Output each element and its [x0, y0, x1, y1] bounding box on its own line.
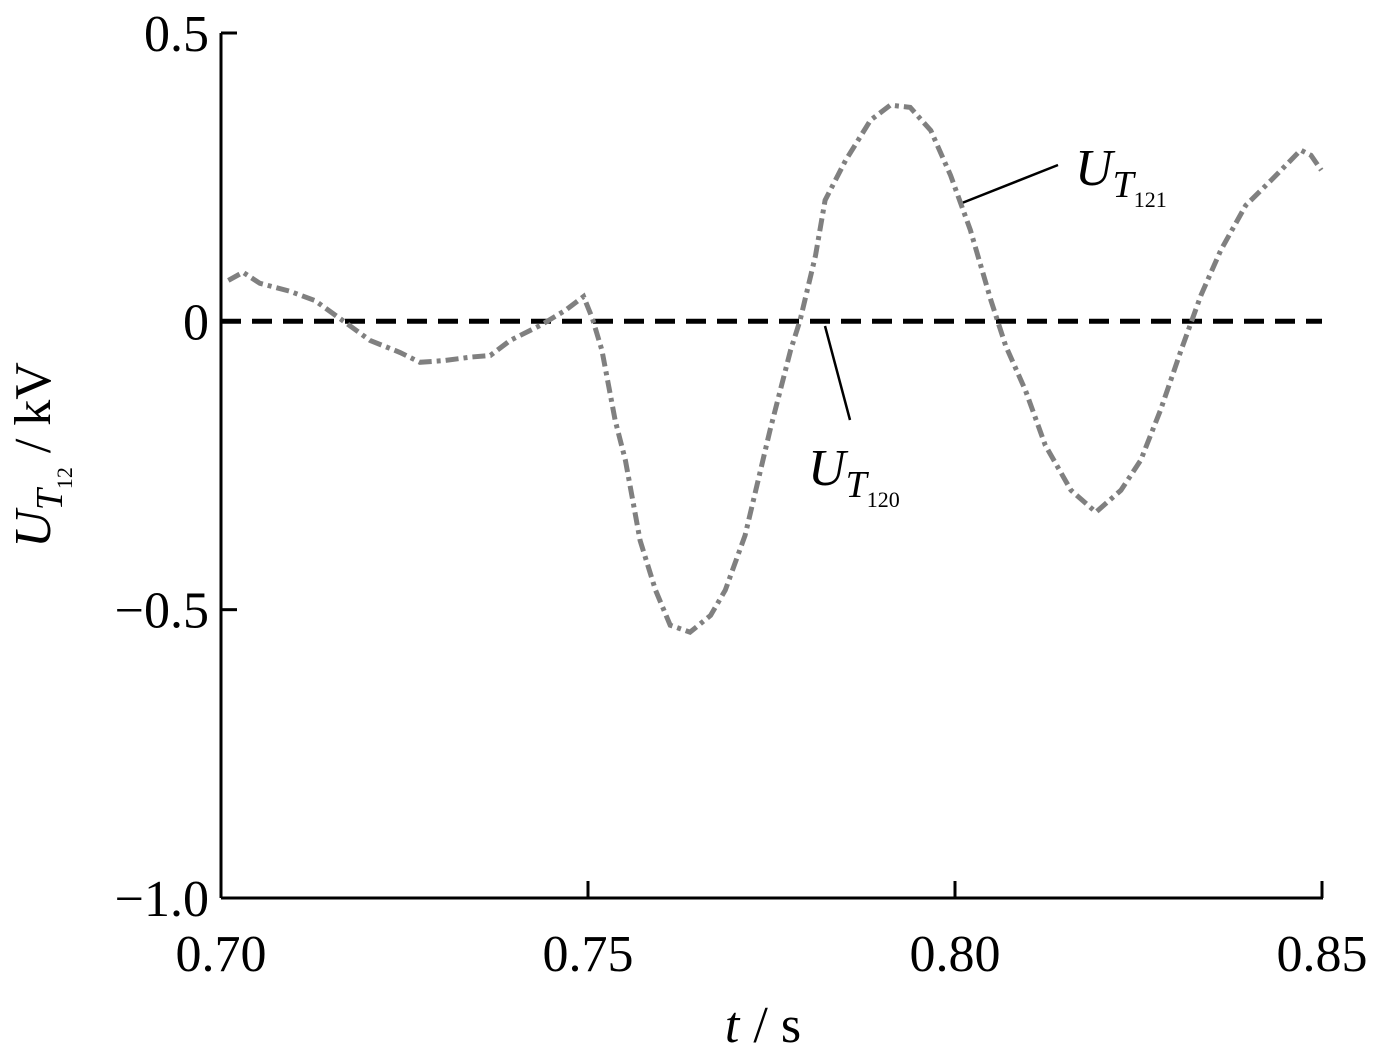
label-subsubscript: 120 [867, 487, 900, 512]
x-tick-label: 0.85 [1277, 926, 1368, 983]
y-tick-label: −0.5 [115, 583, 209, 640]
label-subsubscript: 121 [1134, 187, 1167, 212]
y-tick-label: −1.0 [115, 871, 209, 928]
x-tick-label: 0.70 [176, 926, 267, 983]
leader-line [823, 325, 852, 421]
label-subscript: T [1113, 164, 1137, 206]
label-symbol: U [5, 507, 62, 548]
label: UT12 / kV [5, 362, 77, 548]
label-unit: / kV [5, 362, 62, 453]
label-subscript: T [846, 464, 870, 506]
label: UT120 [808, 440, 900, 512]
label-unit: / s [753, 997, 801, 1054]
label-subscript: T [29, 486, 71, 510]
label: t / s [725, 997, 801, 1054]
x-tick-label: 0.80 [910, 926, 1001, 983]
label-symbol: t [725, 997, 741, 1054]
label: UT121 [1075, 140, 1167, 212]
label-subsubscript: 12 [52, 467, 77, 489]
label-symbol: U [1075, 140, 1116, 197]
y-tick-label: 0.5 [144, 6, 209, 63]
leader-line [961, 163, 1059, 205]
label-symbol: U [808, 440, 849, 497]
y-tick-label: 0 [183, 294, 209, 351]
x-tick-label: 0.75 [543, 926, 634, 983]
series-line [227, 102, 1324, 636]
